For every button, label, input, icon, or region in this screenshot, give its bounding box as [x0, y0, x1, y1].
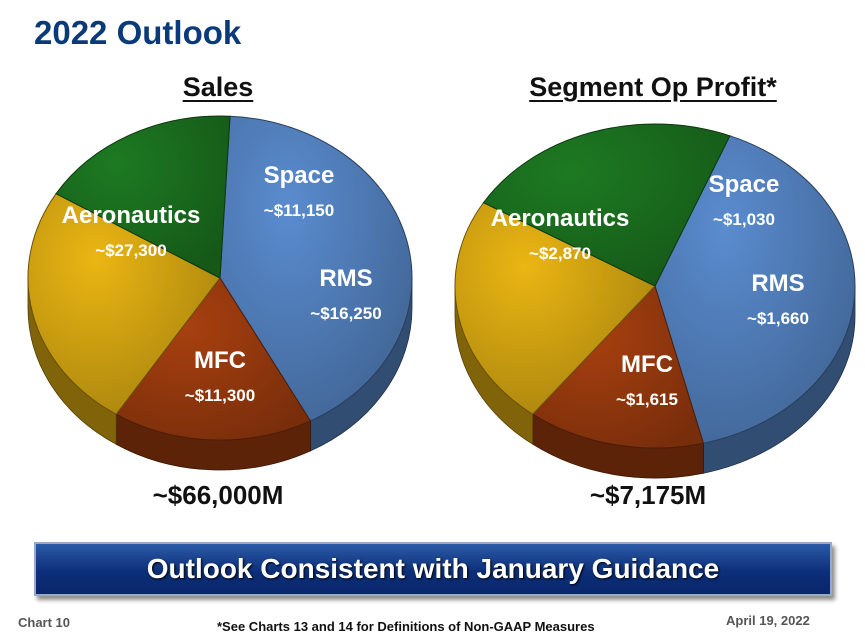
- slice-value-space: ~$11,150: [264, 201, 334, 220]
- footnote: *See Charts 13 and 14 for Definitions of…: [217, 619, 595, 634]
- chart-number: Chart 10: [18, 615, 71, 630]
- pie-slice-rms: [27, 193, 221, 415]
- pie-slice-aeronautics: [219, 115, 413, 422]
- slice-label-aeronautics: Aeronautics: [62, 202, 201, 229]
- slice-label-mfc: MFC: [621, 351, 673, 378]
- slice-value-rms: ~$16,250: [310, 304, 381, 323]
- sales-total: ~$66,000M: [152, 480, 284, 510]
- pie-slice-space: [531, 285, 705, 449]
- slice-value-aeronautics: ~$27,300: [95, 241, 166, 260]
- pie-slice-rms: [454, 202, 656, 415]
- pie-slice-space: [115, 277, 312, 441]
- slice-label-space: Space: [264, 162, 335, 189]
- slice-value-rms: ~$1,660: [747, 309, 809, 328]
- profit-chart-title: Segment Op Profit*: [529, 72, 777, 102]
- page-title: 2022 Outlook: [34, 14, 242, 51]
- slice-label-rms: RMS: [751, 270, 804, 297]
- slice-label-mfc: MFC: [194, 347, 246, 374]
- slice-value-mfc: ~$1,615: [616, 390, 678, 409]
- slice-value-aeronautics: ~$2,870: [529, 244, 591, 263]
- date: April 19, 2022: [726, 613, 810, 628]
- slice-value-space: ~$1,030: [713, 210, 775, 229]
- slice-label-space: Space: [709, 171, 780, 198]
- profit-total: ~$7,175M: [589, 480, 707, 510]
- slice-label-aeronautics: Aeronautics: [491, 205, 630, 232]
- slice-label-rms: RMS: [319, 265, 372, 292]
- pie-slice-mfc: [55, 115, 231, 279]
- sales-chart-title: Sales: [182, 72, 254, 102]
- guidance-banner: Outlook Consistent with January Guidance: [34, 542, 832, 596]
- pie-slice-mfc: [482, 123, 731, 287]
- slice-value-mfc: ~$11,300: [185, 386, 255, 405]
- pie-slice-aeronautics: [654, 135, 856, 444]
